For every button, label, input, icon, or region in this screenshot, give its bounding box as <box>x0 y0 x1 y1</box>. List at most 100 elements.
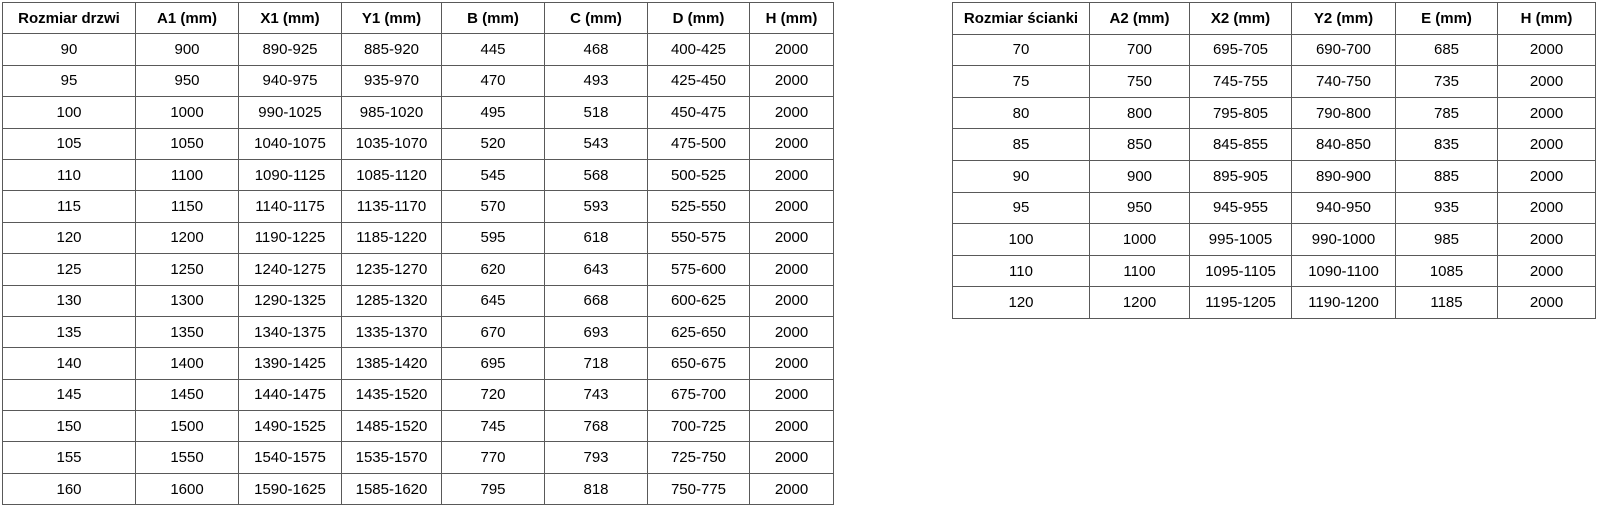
table-row: 120 1200 1195-1205 1190-1200 1185 2000 <box>952 286 1596 319</box>
table-cell: 1000 <box>135 96 239 129</box>
table-cell: 935 <box>1395 191 1498 225</box>
table-cell: 115 <box>2 190 136 223</box>
table-cell: 1100 <box>135 158 239 192</box>
table-cell: 2000 <box>1497 128 1596 161</box>
table-cell: 1550 <box>135 441 239 474</box>
table-row: 75 750 745-755 740-750 735 2000 <box>952 65 1596 98</box>
table-cell: 800 <box>1089 96 1190 130</box>
table-cell: 785 <box>1395 96 1498 130</box>
table-cell: 2000 <box>1497 33 1596 67</box>
table-row: 155 1550 1540-1575 1535-1570 770 793 725-750 20… <box>2 441 834 474</box>
column-header: H (mm) <box>749 1 834 35</box>
table-row: 110 1100 1090-1125 1085-1120 545 568 500-525 20… <box>2 158 834 192</box>
table-cell: 750 <box>1089 65 1190 98</box>
table-cell: 735 <box>1395 65 1498 98</box>
table-cell: 2000 <box>1497 254 1596 288</box>
table-cell: 790-800 <box>1291 96 1396 130</box>
table-row: 70 700 695-705 690-700 685 2000 <box>952 33 1596 67</box>
table-row: 100 1000 995-1005 990-1000 985 2000 <box>952 223 1596 256</box>
table-cell: 110 <box>952 254 1090 288</box>
column-header: A2 (mm) <box>1089 2 1190 35</box>
table-cell: 645 <box>441 284 545 317</box>
table-cell: 940-975 <box>238 64 342 98</box>
table-cell: 95 <box>952 191 1090 225</box>
table-cell: 1050 <box>135 127 239 160</box>
table-cell: 1285-1320 <box>341 284 442 317</box>
table-row: 85 850 845-855 840-850 835 2000 <box>952 128 1596 161</box>
table-cell: 130 <box>2 284 136 317</box>
table-cell: 995-1005 <box>1189 223 1292 256</box>
table-cell: 1200 <box>135 221 239 255</box>
table-cell: 110 <box>2 158 136 192</box>
table-cell: 1240-1275 <box>238 253 342 286</box>
table-cell: 1400 <box>135 347 239 380</box>
table-cell: 550-575 <box>647 221 750 255</box>
table-cell: 990-1025 <box>238 96 342 129</box>
table-cell: 1350 <box>135 315 239 349</box>
table-cell: 1500 <box>135 410 239 443</box>
table-cell: 1435-1520 <box>341 378 442 412</box>
table-cell: 2000 <box>1497 286 1596 319</box>
table-cell: 495 <box>441 96 545 129</box>
table-cell: 950 <box>135 64 239 98</box>
table-cell: 725-750 <box>647 441 750 474</box>
table-cell: 90 <box>952 159 1090 193</box>
wall-table-header-row: Rozmiar ścianki A2 (mm) X2 (mm) Y2 (mm) E (m… <box>952 2 1596 35</box>
table-cell: 75 <box>952 65 1090 98</box>
table-cell: 840-850 <box>1291 128 1396 161</box>
table-cell: 1340-1375 <box>238 315 342 349</box>
table-cell: 793 <box>544 441 648 474</box>
table-cell: 1040-1075 <box>238 127 342 160</box>
table-cell: 990-1000 <box>1291 223 1396 256</box>
table-cell: 700 <box>1089 33 1190 67</box>
table-cell: 2000 <box>749 253 834 286</box>
table-cell: 2000 <box>749 158 834 192</box>
table-cell: 2000 <box>1497 191 1596 225</box>
table-cell: 1540-1575 <box>238 441 342 474</box>
table-cell: 1000 <box>1089 223 1190 256</box>
table-cell: 985-1020 <box>341 96 442 129</box>
table-cell: 1095-1105 <box>1189 254 1292 288</box>
table-cell: 2000 <box>749 441 834 474</box>
column-header: A1 (mm) <box>135 1 239 35</box>
table-row: 90 900 890-925 885-920 445 468 400-425 2000 <box>2 33 834 66</box>
table-cell: 105 <box>2 127 136 160</box>
table-cell: 2000 <box>749 96 834 129</box>
table-cell: 520 <box>441 127 545 160</box>
door-dimensions-table: Rozmiar drzwi A1 (mm) X1 (mm) Y1 (mm) B (mm)… <box>2 1 834 506</box>
table-cell: 1100 <box>1089 254 1190 288</box>
table-cell: 1600 <box>135 472 239 506</box>
table-cell: 900 <box>135 33 239 66</box>
table-cell: 140 <box>2 347 136 380</box>
table-cell: 2000 <box>1497 159 1596 193</box>
table-row: 120 1200 1190-1225 1185-1220 595 618 550-575 20… <box>2 221 834 255</box>
table-cell: 450-475 <box>647 96 750 129</box>
table-cell: 895-905 <box>1189 159 1292 193</box>
table-cell: 685 <box>1395 33 1498 67</box>
table-row: 145 1450 1440-1475 1435-1520 720 743 675-700 20… <box>2 378 834 412</box>
table-cell: 100 <box>2 96 136 129</box>
table-cell: 795 <box>441 472 545 506</box>
table-row: 95 950 940-975 935-970 470 493 425-450 2000 <box>2 64 834 98</box>
table-cell: 745 <box>441 410 545 443</box>
table-cell: 2000 <box>749 64 834 98</box>
table-cell: 1090-1125 <box>238 158 342 192</box>
table-cell: 1150 <box>135 190 239 223</box>
table-cell: 468 <box>544 33 648 66</box>
table-cell: 1290-1325 <box>238 284 342 317</box>
table-cell: 675-700 <box>647 378 750 412</box>
table-cell: 650-675 <box>647 347 750 380</box>
table-cell: 885-920 <box>341 33 442 66</box>
table-cell: 120 <box>952 286 1090 319</box>
table-cell: 618 <box>544 221 648 255</box>
table-cell: 1235-1270 <box>341 253 442 286</box>
column-header: E (mm) <box>1395 2 1498 35</box>
table-cell: 690-700 <box>1291 33 1396 67</box>
door-table-header-row: Rozmiar drzwi A1 (mm) X1 (mm) Y1 (mm) B (mm)… <box>2 1 834 35</box>
table-cell: 155 <box>2 441 136 474</box>
table-cell: 1535-1570 <box>341 441 442 474</box>
table-row: 135 1350 1340-1375 1335-1370 670 693 625-650 20… <box>2 315 834 349</box>
table-cell: 1250 <box>135 253 239 286</box>
table-cell: 145 <box>2 378 136 412</box>
table-cell: 2000 <box>1497 96 1596 130</box>
